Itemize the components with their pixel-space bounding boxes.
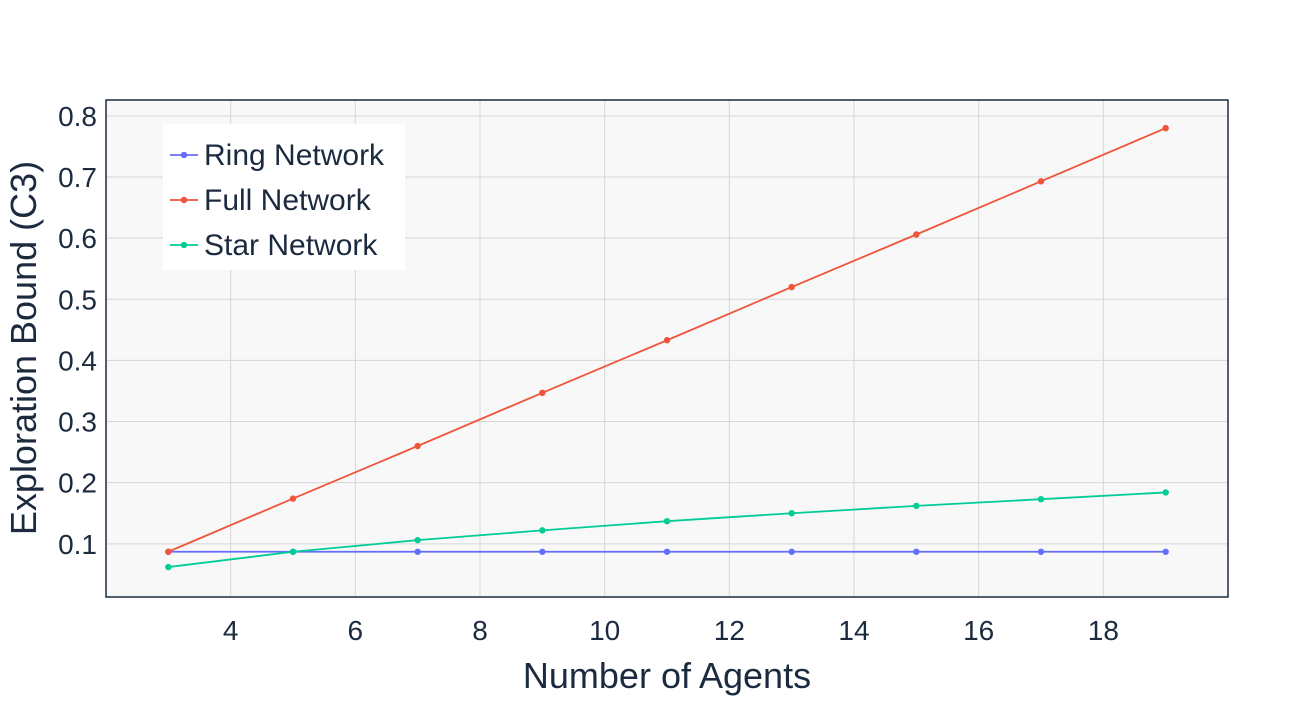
x-tick-label: 18 (1088, 615, 1119, 646)
y-tick-label: 0.6 (58, 223, 97, 254)
x-tick-label: 4 (223, 615, 239, 646)
data-point-full-network (414, 442, 421, 450)
data-point-star-network (1037, 495, 1045, 503)
data-point-ring-network (414, 548, 421, 555)
y-tick-label: 0.7 (58, 162, 97, 193)
x-tick-label: 8 (472, 615, 488, 646)
y-tick-label: 0.4 (58, 345, 97, 376)
data-point-star-network (663, 517, 671, 525)
grid-lines (106, 100, 1228, 597)
legend-marker-star-network (180, 241, 188, 249)
data-point-full-network (1162, 124, 1169, 132)
y-tick-label: 0.5 (58, 284, 97, 315)
y-tick-label: 0.8 (58, 101, 97, 132)
data-point-full-network (165, 548, 172, 555)
data-point-full-network (788, 283, 795, 291)
data-point-full-network (539, 389, 546, 397)
x-tick-label: 14 (838, 615, 869, 646)
y-tick-label: 0.1 (58, 529, 97, 560)
x-tick-labels: 4 6 8 10 12 14 16 18 (223, 615, 1119, 646)
data-point-star-network (1162, 489, 1169, 496)
data-point-star-network (788, 510, 795, 517)
legend: Ring Network Full Network Star Network (163, 124, 405, 270)
legend-marker-full-network (180, 196, 188, 204)
data-point-full-network (289, 495, 297, 502)
legend-label-full-network: Full Network (204, 184, 372, 217)
x-tick-label: 12 (714, 615, 745, 646)
y-tick-label: 0.2 (58, 468, 97, 499)
y-axis-title: Exploration Bound (C3) (3, 161, 44, 535)
x-tick-label: 10 (589, 615, 620, 646)
legend-label-ring-network: Ring Network (204, 139, 385, 172)
series-layer (165, 124, 1169, 571)
x-tick-label: 16 (963, 615, 994, 646)
data-point-ring-network (1037, 548, 1045, 555)
data-point-ring-network (663, 548, 671, 555)
x-axis-title: Number of Agents (523, 655, 811, 696)
data-point-full-network (1037, 178, 1045, 185)
data-point-star-network (539, 527, 546, 534)
data-point-star-network (289, 548, 297, 555)
legend-label-star-network: Star Network (204, 229, 378, 262)
legend-background (163, 124, 405, 270)
data-point-star-network (913, 502, 920, 510)
data-point-full-network (913, 231, 920, 238)
data-point-ring-network (788, 548, 795, 555)
legend-marker-ring-network (180, 151, 188, 159)
data-point-ring-network (539, 548, 546, 555)
data-point-ring-network (1162, 548, 1169, 555)
x-tick-label: 6 (348, 615, 364, 646)
data-point-full-network (663, 337, 671, 344)
y-tick-label: 0.3 (58, 407, 97, 438)
plot-border (105, 99, 1229, 598)
y-tick-labels: 0.1 0.2 0.3 0.4 0.5 0.6 0.7 0.8 (58, 101, 97, 560)
data-point-star-network (165, 563, 172, 571)
data-point-star-network (414, 536, 421, 544)
data-point-ring-network (913, 548, 920, 555)
